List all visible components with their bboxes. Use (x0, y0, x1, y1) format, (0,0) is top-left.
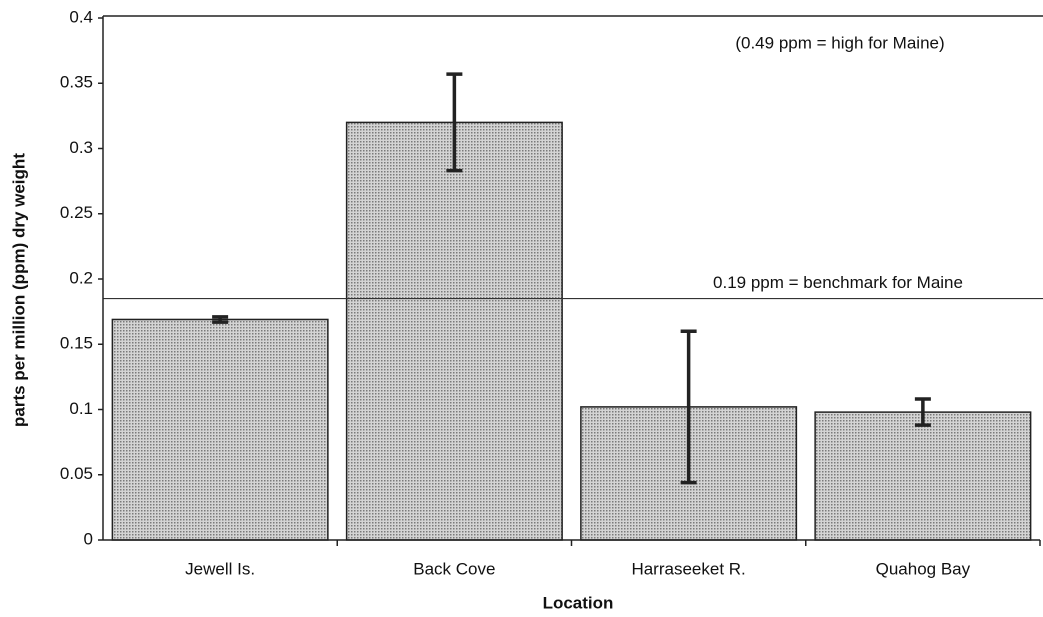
x-tick-label: Harraseeket R. (631, 559, 745, 578)
y-tick-label: 0.1 (69, 399, 93, 418)
error-bar (446, 72, 463, 173)
y-tick-label: 0.2 (69, 268, 93, 287)
bar (111, 318, 329, 541)
y-tick-label: 0.35 (60, 73, 93, 92)
x-tick-label: Back Cove (413, 559, 495, 578)
y-tick-label: 0 (84, 529, 93, 548)
x-axis-title: Location (543, 593, 614, 612)
y-axis-title: parts per million (ppm) dry weight (9, 153, 28, 427)
error-bar (914, 397, 931, 427)
bar (814, 411, 1032, 541)
error-bar (212, 315, 229, 324)
y-tick-label: 0.15 (60, 334, 93, 353)
error-bar (680, 329, 697, 485)
y-tick-label: 0.05 (60, 464, 93, 483)
reference-label: 0.19 ppm = benchmark for Maine (713, 273, 963, 292)
y-tick-label: 0.25 (60, 203, 93, 222)
x-tick-label: Jewell Is. (185, 559, 255, 578)
y-tick-label: 0.4 (69, 7, 93, 26)
annotation: (0.49 ppm = high for Maine) (735, 33, 944, 52)
x-tick-label: Quahog Bay (876, 559, 971, 578)
bar (345, 121, 563, 541)
y-tick-label: 0.3 (69, 138, 93, 157)
